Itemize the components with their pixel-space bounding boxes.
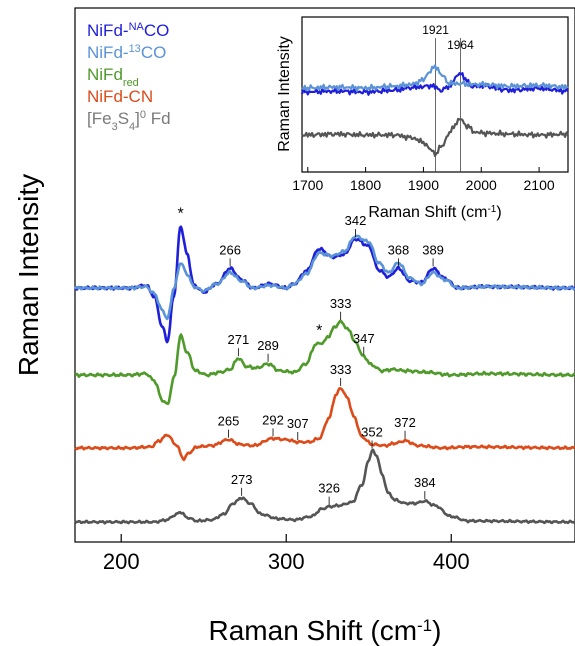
inset-y-axis-label: Raman Intensity <box>276 36 293 152</box>
inset-series-group <box>300 64 569 157</box>
peak-label-12: 307 <box>287 416 309 431</box>
main-x-tick-label-200: 200 <box>103 549 140 574</box>
inset-x-tick-label-2100: 2100 <box>524 177 555 193</box>
peak-label-1: 266 <box>219 242 241 257</box>
series-line-4 <box>74 448 575 525</box>
peak-label-3: 368 <box>388 242 410 257</box>
peak-label-10: 265 <box>218 414 240 429</box>
series-line-2 <box>74 319 575 406</box>
peak-label-8: 333 <box>330 296 352 311</box>
series-line-0 <box>73 225 575 344</box>
peak-label-14: 372 <box>394 415 416 430</box>
main-x-axis-label: Raman Shift (cm-1) <box>209 615 442 646</box>
legend-entry-1: NiFd-13CO <box>87 43 166 62</box>
inset-x-tick-label-2000: 2000 <box>466 177 497 193</box>
main-series-group <box>73 225 575 525</box>
inset-series-line-2 <box>301 117 569 157</box>
peak-label-18: 384 <box>414 475 436 490</box>
series-line-3 <box>74 387 575 462</box>
legend-entry-2: NiFdred <box>87 65 139 89</box>
peak-label-9: 347 <box>353 331 375 346</box>
peak-label-11: 292 <box>262 412 284 427</box>
main-x-tick-label-300: 300 <box>268 549 305 574</box>
inset-vline-label-1921: 1921 <box>422 23 449 37</box>
inset-series-line-1 <box>301 64 569 92</box>
peak-label-13: 333 <box>330 362 352 377</box>
main-x-ticks: 200 300 400 <box>103 534 470 574</box>
peak-label-6: 289 <box>257 338 279 353</box>
inset-x-tick-label-1900: 1900 <box>408 177 439 193</box>
main-x-tick-label-400: 400 <box>433 549 470 574</box>
legend-entry-4: [Fe3S4]0 Fd <box>87 109 171 133</box>
legend-entry-3: NiFd-CN <box>87 87 153 106</box>
legend-entry-0: NiFd-NACO <box>87 21 169 40</box>
plot-frame <box>74 7 575 543</box>
inset-x-ticks: 1700 1800 1900 2000 2100 <box>292 167 555 193</box>
main-y-axis-label: Raman Intensity <box>13 174 44 376</box>
peak-label-17: 352 <box>361 425 383 440</box>
peak-label-15: 273 <box>231 472 253 487</box>
inset-x-tick-label-1800: 1800 <box>350 177 381 193</box>
main-peak-labels: * 266 342 368 389 271 289 * 333 347 265 292 307 333 37… <box>177 205 444 505</box>
inset-frame <box>301 16 569 173</box>
inset-x-axis-label: Raman Shift (cm-1) <box>368 204 501 222</box>
inset-vline-label-1964: 1964 <box>447 38 474 52</box>
inset-x-tick-label-1700: 1700 <box>292 177 323 193</box>
peak-label-2: 342 <box>345 213 367 228</box>
peak-label-4: 389 <box>422 242 444 257</box>
peak-label-0: * <box>177 205 183 222</box>
series-line-1 <box>73 234 575 321</box>
peak-label-5: 271 <box>228 332 250 347</box>
inset-series-line-0 <box>300 72 569 96</box>
peak-label-16: 326 <box>318 481 340 496</box>
peak-label-7: * <box>316 323 322 340</box>
